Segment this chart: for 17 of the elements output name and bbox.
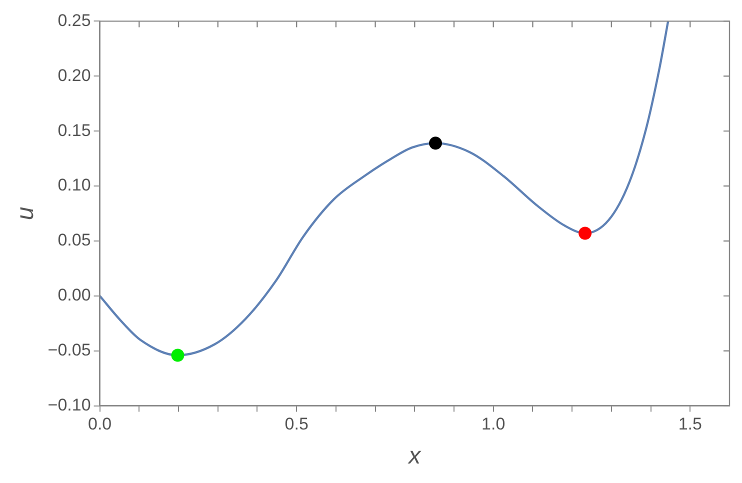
y-tick-label: 0.00 [58,286,91,305]
y-tick-label: 0.25 [58,10,91,30]
y-tick-label: 0.10 [58,176,91,195]
point [429,136,442,150]
x-tick-label: 1.0 [482,414,506,434]
y-tick-label: −0.10 [48,395,91,414]
y-axis-title: u [12,206,40,220]
x-tick-label: 0.0 [88,414,112,434]
x-tick-label: 1.5 [678,414,702,434]
y-tick-label: 0.05 [58,230,91,250]
y-tick-label: 0.15 [58,120,91,140]
x-axis-title: x [408,442,422,470]
y-tick-label: 0.20 [58,66,91,85]
x-tick-label: 0.5 [284,414,308,434]
y-tick-label: −0.05 [48,340,91,360]
point [171,348,184,362]
point [578,226,592,240]
